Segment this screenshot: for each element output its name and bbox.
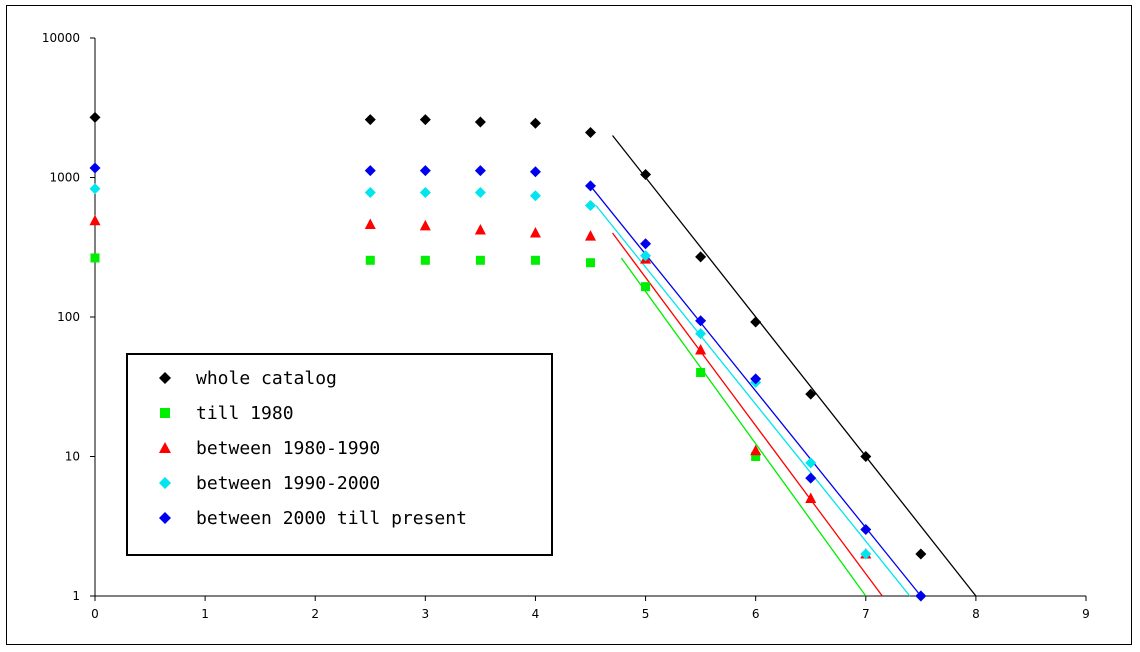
data-point	[860, 451, 872, 462]
y-tick-label: 10	[65, 450, 80, 464]
x-tick-label: 1	[201, 607, 209, 621]
data-point	[695, 315, 707, 327]
data-point	[364, 165, 376, 177]
legend-label-2000-present: between 2000 till present	[196, 507, 467, 529]
x-tick-label: 5	[642, 607, 650, 621]
legend-label-till-1980: till 1980	[196, 402, 294, 424]
legend-marker-till-1980	[160, 408, 170, 418]
data-points	[89, 111, 927, 602]
data-point	[89, 111, 101, 123]
y-tick-label: 1000	[49, 171, 80, 185]
data-point	[751, 452, 761, 461]
data-point	[474, 116, 486, 128]
y-tick-label: 10000	[42, 31, 80, 45]
data-point	[364, 114, 376, 126]
data-point	[640, 250, 652, 262]
x-tick-label: 0	[91, 607, 99, 621]
fit-line	[589, 185, 922, 597]
data-point	[860, 548, 872, 560]
data-point	[696, 368, 706, 378]
data-point	[89, 214, 101, 226]
y-tick-label: 1	[72, 589, 80, 603]
legend-marker-2000-present	[159, 512, 171, 524]
fit-line	[612, 232, 883, 597]
legend-label-1990-2000: between 1990-2000	[196, 472, 381, 494]
data-point	[586, 258, 595, 268]
legend-marker-1980-1990	[159, 442, 171, 453]
data-point	[640, 169, 652, 181]
data-point	[915, 590, 927, 602]
data-point	[365, 255, 375, 265]
legend-marker-1990-2000	[159, 477, 171, 489]
fit-line	[620, 257, 867, 597]
data-point	[475, 255, 485, 265]
y-tick-label: 100	[57, 310, 80, 324]
data-point	[750, 444, 762, 456]
legend-diamond-icon	[159, 372, 171, 384]
data-point	[585, 230, 596, 241]
legend-label-1980-1990: between 1980-1990	[196, 437, 381, 459]
data-point	[419, 187, 431, 199]
data-point	[805, 492, 817, 503]
legend: whole catalog till 1980 between 1980-199…	[126, 353, 553, 556]
fit-lines	[589, 135, 977, 597]
data-point	[860, 523, 872, 535]
data-point	[805, 472, 817, 484]
data-point	[529, 166, 541, 178]
legend-item-till-1980: till 1980	[156, 398, 294, 428]
legend-diamond-icon	[159, 512, 171, 524]
data-point	[750, 316, 762, 328]
legend-item-1980-1990: between 1980-1990	[156, 433, 380, 463]
data-point	[419, 165, 431, 177]
data-point	[585, 127, 596, 139]
fit-line	[595, 205, 911, 597]
data-point	[585, 199, 596, 211]
legend-square-icon	[160, 408, 170, 418]
data-point	[641, 282, 651, 292]
x-tick-label: 4	[532, 607, 540, 621]
data-point	[640, 238, 652, 250]
fit-line	[612, 135, 977, 597]
data-point	[695, 328, 707, 340]
data-point	[474, 187, 486, 199]
data-point	[585, 180, 596, 192]
x-tick-label: 9	[1082, 607, 1090, 621]
data-point	[805, 457, 817, 469]
data-point	[529, 227, 541, 238]
data-point	[364, 187, 376, 199]
x-tick-label: 3	[422, 607, 430, 621]
legend-triangle-icon	[159, 442, 171, 453]
x-tick-label: 2	[311, 607, 319, 621]
legend-item-1990-2000: between 1990-2000	[156, 468, 380, 498]
legend-diamond-icon	[159, 477, 171, 489]
data-point	[90, 253, 100, 263]
data-point	[529, 117, 541, 129]
data-point	[474, 224, 486, 235]
data-point	[530, 255, 540, 265]
data-point	[750, 373, 762, 385]
data-point	[420, 255, 430, 265]
data-point	[695, 251, 707, 263]
data-point	[364, 218, 376, 230]
data-point	[89, 183, 101, 195]
legend-label-whole-catalog: whole catalog	[196, 367, 337, 389]
data-point	[89, 162, 101, 174]
x-tick-label: 8	[972, 607, 980, 621]
legend-item-2000-present: between 2000 till present	[156, 503, 467, 533]
data-point	[419, 219, 431, 231]
data-point	[529, 190, 541, 202]
data-point	[915, 548, 927, 560]
data-point	[805, 388, 817, 400]
legend-item-whole-catalog: whole catalog	[156, 363, 337, 393]
legend-marker-whole-catalog	[159, 372, 171, 384]
x-tick-label: 7	[862, 607, 870, 621]
x-tick-label: 6	[752, 607, 760, 621]
data-point	[474, 165, 486, 177]
data-point	[695, 344, 707, 355]
data-point	[419, 114, 431, 126]
